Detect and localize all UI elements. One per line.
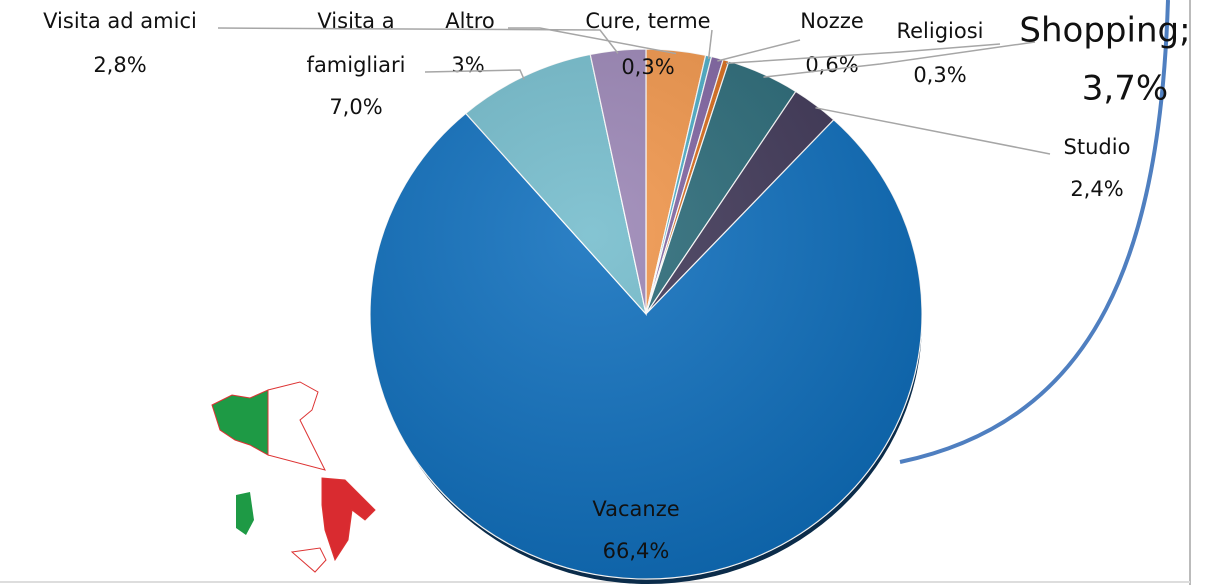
value-label: 3,7%: [1082, 69, 1168, 109]
value-label: 2,4%: [1070, 177, 1123, 201]
slice-label: Vacanze: [592, 497, 679, 521]
leader-line: [717, 39, 801, 62]
slice-label: Visita a famigliari: [307, 9, 406, 77]
value-label: 0,3%: [913, 63, 966, 87]
leader-line: [508, 27, 677, 55]
value-label: 0,3%: [621, 55, 674, 79]
slice-label: Shopping;: [1019, 11, 1190, 51]
value-label: 3%: [451, 53, 484, 77]
slice-label: Cure, terme: [585, 9, 710, 33]
leader-line: [815, 107, 1051, 155]
leader-line: [424, 69, 525, 80]
leader-line: [725, 43, 1001, 65]
leader-line: [217, 27, 619, 54]
value-label: 2,8%: [93, 53, 146, 77]
slice-label: Religiosi: [896, 19, 983, 43]
slice-label: Visita ad amici: [43, 9, 197, 33]
leader-line: [707, 29, 713, 59]
callout-curve: [899, 0, 1170, 464]
value-label: 66,4%: [603, 539, 670, 563]
leader-line: [763, 41, 1036, 78]
italy-map: [211, 381, 376, 573]
slice-label: Studio: [1064, 135, 1131, 159]
slice-label: Nozze: [800, 9, 864, 33]
value-label: 7,0%: [329, 95, 382, 119]
